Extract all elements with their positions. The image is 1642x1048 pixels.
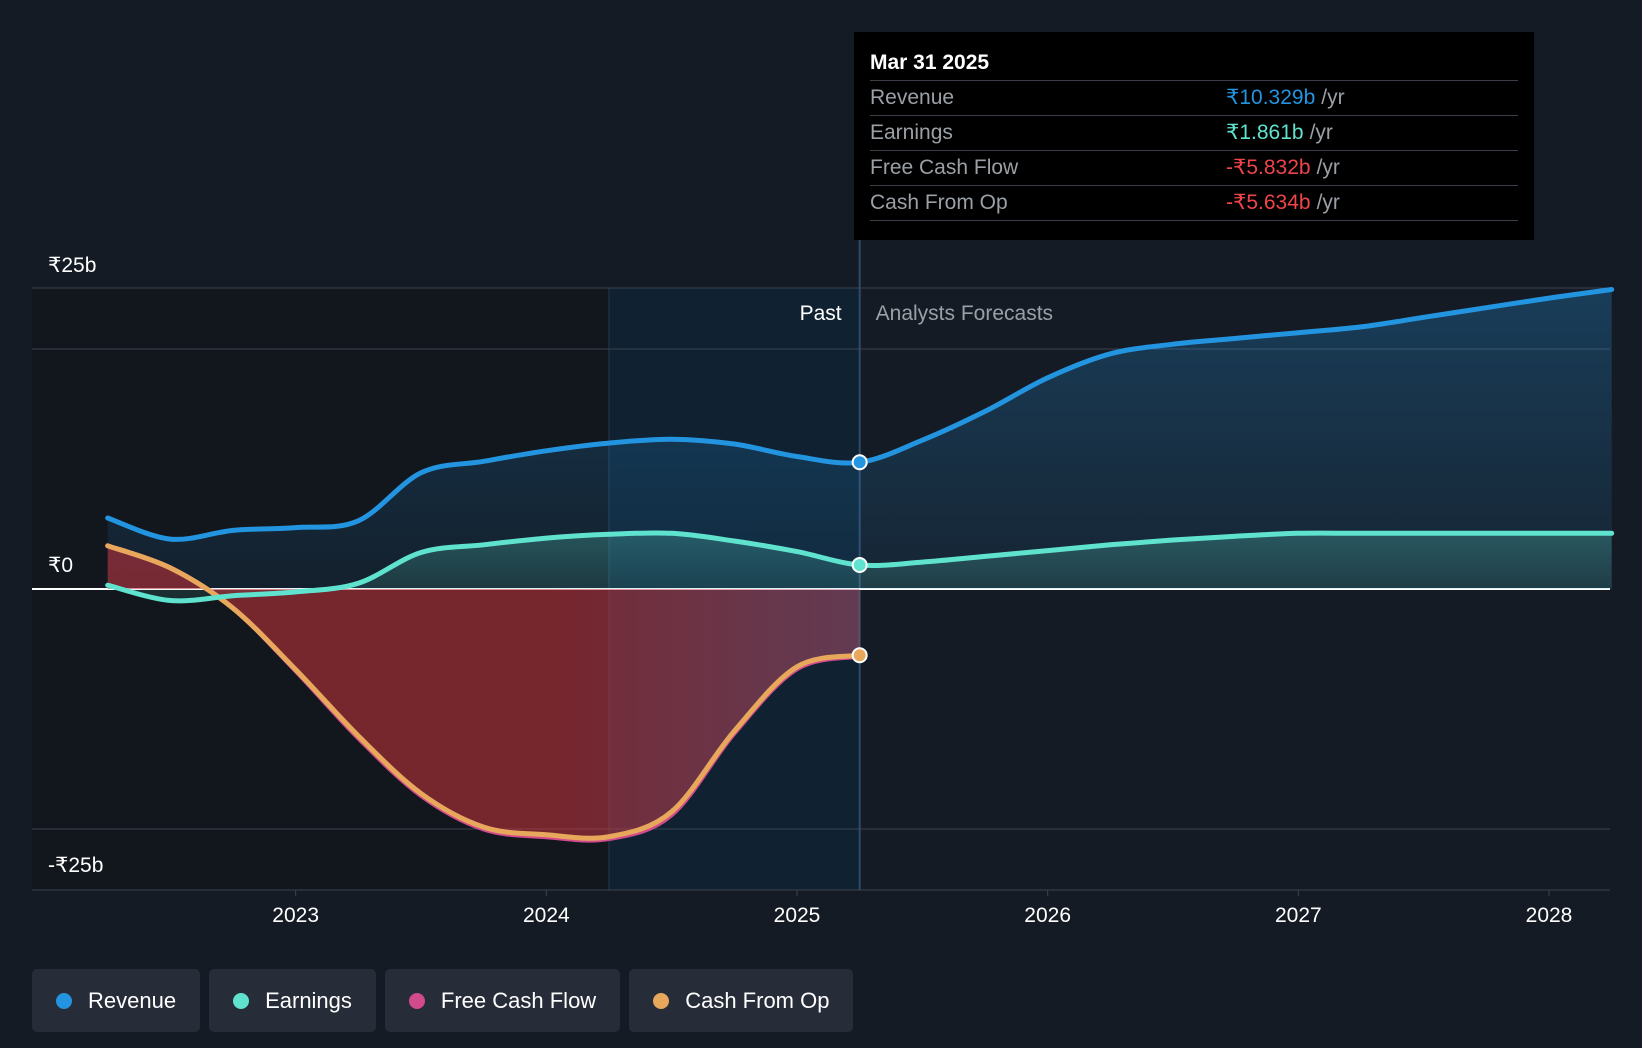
marker-earnings[interactable]: [851, 557, 868, 573]
tooltip-value: ₹1.861b: [1226, 121, 1304, 144]
legend-item-revenue[interactable]: Revenue: [32, 969, 201, 1032]
tooltip-value: -₹5.832b: [1226, 156, 1311, 179]
legend-label: Cash From Op: [685, 987, 830, 1013]
tooltip-label: Earnings: [870, 121, 953, 144]
legend-dot-icon: [233, 992, 250, 1009]
tooltip-label: Cash From Op: [870, 191, 1008, 214]
tooltip-value: -₹5.634b: [1226, 191, 1311, 214]
marker-revenue[interactable]: [851, 454, 868, 471]
x-tick-label: 2023: [272, 904, 319, 927]
tooltip-date: Mar 31 2025: [870, 46, 1518, 81]
y-tick-label: ₹0: [48, 554, 73, 577]
forecast-label: Analysts Forecasts: [876, 302, 1053, 325]
tooltip: Mar 31 2025 Revenue ₹10.329b /yr Earning…: [854, 32, 1534, 240]
area-free-cash-flow: [107, 545, 860, 841]
x-tick-label: 2024: [523, 904, 570, 927]
tooltip-row-revenue: Revenue ₹10.329b /yr: [870, 81, 1518, 116]
x-tick-label: 2028: [1526, 904, 1573, 927]
legend: Revenue Earnings Free Cash Flow Cash Fro…: [32, 969, 854, 1032]
x-tick-label: 2027: [1275, 904, 1322, 927]
legend-item-earnings[interactable]: Earnings: [209, 969, 376, 1032]
line-cash-from-op: [105, 543, 863, 841]
legend-dot-icon: [56, 992, 72, 1009]
x-tick-label: 2025: [774, 904, 821, 927]
legend-dot-icon: [408, 992, 425, 1009]
tooltip-value: ₹10.329b: [1226, 86, 1316, 109]
tooltip-row-earnings: Earnings ₹1.861b /yr: [870, 116, 1518, 151]
legend-label: Free Cash Flow: [440, 987, 597, 1013]
marker-cash-from-op[interactable]: [851, 647, 868, 664]
legend-label: Revenue: [88, 987, 177, 1013]
tooltip-row-free-cash-flow: Free Cash Flow -₹5.832b /yr: [870, 151, 1518, 186]
tooltip-unit: /yr: [1316, 156, 1340, 179]
tooltip-label: Free Cash Flow: [870, 156, 1019, 179]
tooltip-row-cash-from-op: Cash From Op -₹5.634b /yr: [870, 186, 1518, 221]
tooltip-label: Revenue: [870, 86, 955, 109]
y-tick-label: -₹25b: [48, 854, 103, 877]
x-tick-label: 2026: [1024, 904, 1071, 927]
tooltip-unit: /yr: [1309, 121, 1333, 144]
y-tick-label: ₹25b: [48, 254, 96, 277]
past-label: Past: [800, 302, 842, 325]
legend-item-cash-from-op[interactable]: Cash From Op: [629, 969, 854, 1032]
tooltip-unit: /yr: [1321, 86, 1345, 109]
legend-item-free-cash-flow[interactable]: Free Cash Flow: [384, 969, 621, 1032]
legend-dot-icon: [653, 992, 670, 1009]
legend-label: Earnings: [265, 987, 352, 1013]
tooltip-unit: /yr: [1316, 191, 1340, 214]
area-revenue: [107, 289, 1612, 589]
